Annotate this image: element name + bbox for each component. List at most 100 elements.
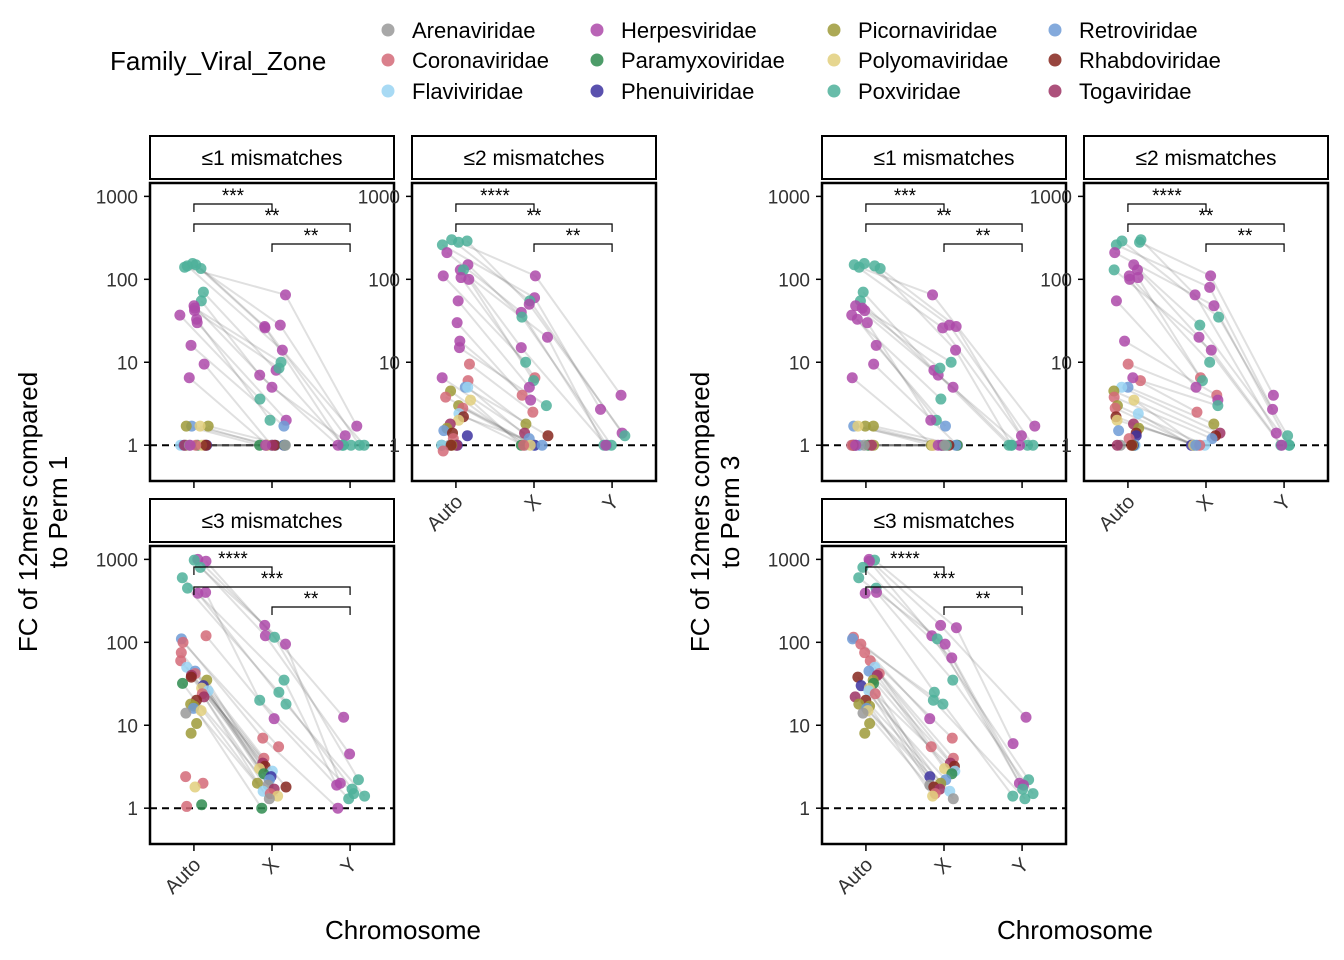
facet-strip-label: ≤1 mismatches	[201, 147, 342, 170]
data-point	[1128, 394, 1140, 406]
significance-bracket	[193, 566, 273, 575]
data-point	[180, 771, 192, 783]
data-point	[927, 694, 939, 706]
significance-bracket	[193, 223, 351, 232]
pair-line	[271, 386, 352, 446]
data-point	[1189, 289, 1201, 301]
data-point	[927, 289, 939, 301]
pair-line	[528, 303, 626, 437]
data-point	[859, 647, 871, 659]
data-point	[200, 630, 212, 642]
y-axis-title-line: to Perm 1	[43, 456, 73, 569]
data-point	[857, 286, 869, 298]
data-point	[332, 439, 344, 451]
data-point	[259, 619, 271, 631]
significance-label: **	[1238, 226, 1253, 247]
data-point	[185, 671, 197, 683]
pair-line	[534, 275, 622, 396]
pair-line	[199, 566, 287, 645]
legend-key	[590, 23, 604, 37]
y-tick-label: 1000	[96, 187, 138, 208]
data-point	[180, 420, 192, 432]
significance-bracket	[1127, 203, 1207, 212]
data-point	[540, 400, 552, 412]
data-point	[1108, 264, 1120, 276]
pair-line	[458, 241, 536, 277]
data-point	[541, 331, 553, 343]
data-point	[1212, 400, 1224, 412]
data-point	[359, 790, 371, 802]
data-point	[1014, 439, 1026, 451]
facet-strip-label: ≤2 mismatches	[463, 147, 604, 170]
pair-line	[868, 558, 942, 627]
data-point	[925, 741, 937, 753]
pair-line	[1115, 300, 1197, 388]
x-tick-label: X	[259, 854, 284, 879]
data-point	[273, 362, 285, 374]
data-point	[1193, 331, 1205, 343]
data-point	[197, 286, 209, 298]
pair-line	[278, 691, 353, 790]
y-axis-title-line: to Perm 3	[715, 456, 745, 569]
data-points	[175, 553, 371, 814]
data-point	[461, 235, 473, 247]
significance-label: ***	[261, 569, 284, 590]
significance-label: ***	[894, 186, 917, 207]
data-point	[869, 688, 881, 700]
x-tick-label: Auto	[423, 491, 468, 536]
x-tick-label: Auto	[1095, 491, 1140, 536]
data-point	[202, 420, 214, 432]
data-point	[194, 420, 206, 432]
data-point	[1191, 406, 1203, 418]
data-point	[1194, 319, 1206, 331]
pair-line	[875, 344, 947, 427]
data-point	[516, 389, 528, 401]
data-point	[595, 403, 607, 415]
pair-line	[1210, 349, 1283, 446]
pair-line	[864, 309, 941, 369]
data-point	[864, 717, 876, 729]
y-tick-label: 10	[117, 353, 138, 374]
data-point	[1027, 788, 1039, 800]
pair-line	[862, 291, 935, 371]
pair-line	[203, 696, 272, 795]
data-point	[260, 439, 272, 451]
significance-label: ***	[222, 186, 245, 207]
data-point	[939, 439, 951, 451]
data-point	[1007, 790, 1019, 802]
data-point	[272, 790, 284, 802]
data-point	[1270, 427, 1282, 439]
data-point	[279, 439, 291, 451]
data-point	[177, 636, 189, 648]
data-point	[947, 674, 959, 686]
pair-line	[872, 682, 931, 778]
pair-line	[1140, 379, 1219, 407]
legend-item: Picornaviridae	[827, 18, 997, 43]
pair-line	[867, 690, 931, 786]
pair-line	[1140, 239, 1196, 296]
data-point	[254, 369, 266, 381]
legend-item: Retroviridae	[1048, 18, 1198, 43]
pair-line	[1209, 275, 1275, 396]
data-point	[251, 777, 263, 789]
data-point	[523, 381, 535, 393]
significance-bracket	[271, 606, 351, 615]
legend-label: Coronaviridae	[412, 48, 549, 73]
facet-strip	[149, 498, 395, 543]
pair-lines	[179, 558, 366, 809]
pair-line	[528, 300, 623, 434]
pair-line	[933, 369, 1010, 446]
data-point	[934, 362, 946, 374]
x-tick-label: Y	[599, 491, 624, 516]
pair-line	[466, 240, 530, 305]
legend-label: Flaviviridae	[412, 79, 523, 104]
data-point	[1205, 344, 1217, 356]
legend-item: Herpesviridae	[590, 18, 757, 43]
data-point	[188, 554, 200, 566]
pair-line	[1133, 263, 1201, 326]
pair-line	[205, 635, 275, 720]
pair-line	[863, 262, 950, 326]
pair-line	[951, 679, 1034, 795]
legend-label: Togaviridae	[1079, 79, 1192, 104]
